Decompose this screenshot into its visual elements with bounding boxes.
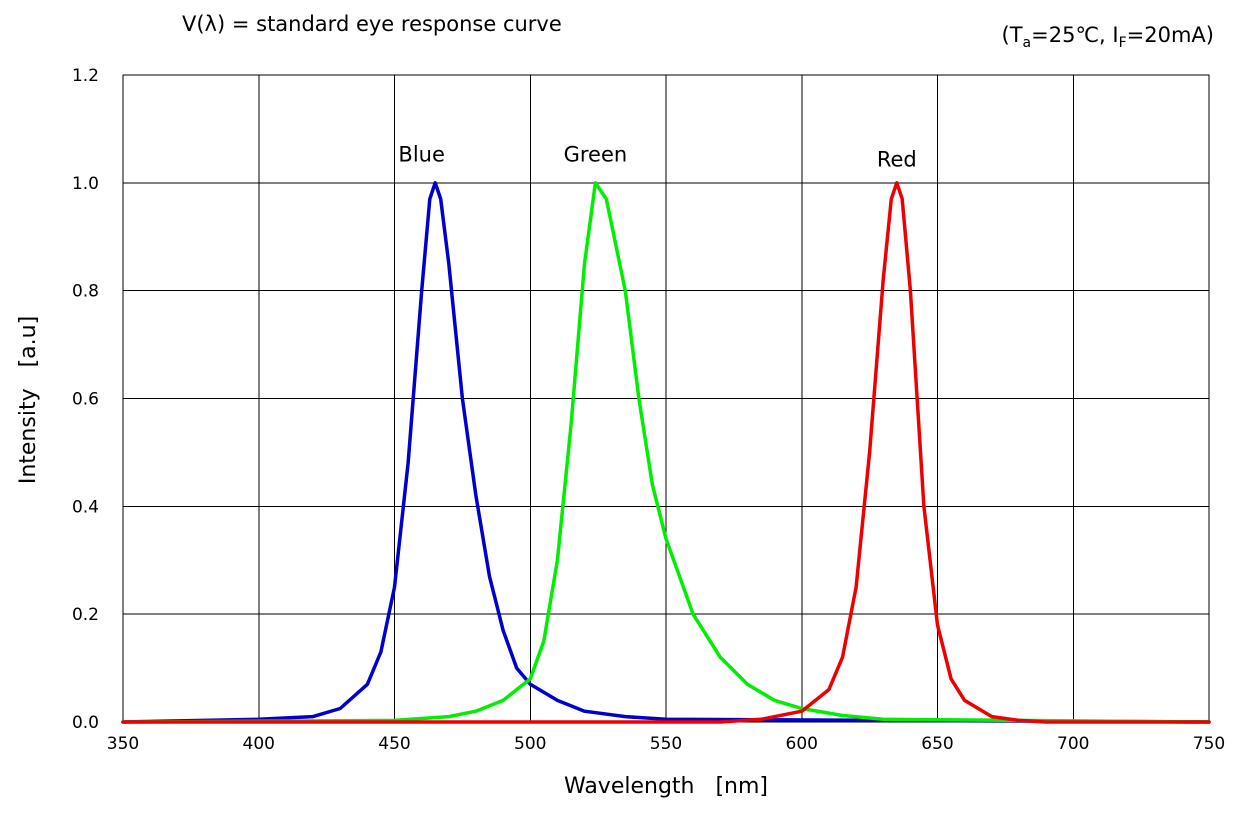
series-group (121, 181, 1211, 724)
x-tick-label-650: 650 (921, 734, 953, 754)
series-line-green (121, 181, 1211, 724)
x-tick-label-400: 400 (243, 734, 275, 754)
x-axis-label: Wavelength [nm] (564, 774, 768, 799)
x-tick-label-500: 500 (514, 734, 546, 754)
x-tick-label-600: 600 (786, 734, 818, 754)
test-conditions: (Ta=25℃, IF=20mA) (1002, 23, 1214, 51)
x-tick-label-450: 450 (378, 734, 410, 754)
y-tick-label-0.4: 0.4 (72, 497, 99, 517)
y-tick-label-0.6: 0.6 (72, 390, 99, 410)
x-tick-label-350: 350 (107, 734, 139, 754)
y-tick-label-0.2: 0.2 (72, 605, 99, 625)
series-line-red (121, 181, 1211, 724)
y-tick-label-1.0: 1.0 (72, 174, 99, 194)
y-tick-label-0.8: 0.8 (72, 282, 99, 302)
x-tick-label-550: 550 (650, 734, 682, 754)
series-label-blue: Blue (398, 142, 444, 166)
series-label-red: Red (877, 148, 917, 172)
x-axis-ticks: 350 400 450 500 550 600 650 700 750 (107, 734, 1225, 754)
x-tick-label-700: 700 (1057, 734, 1089, 754)
conditions-current: =20mA) (1127, 23, 1214, 47)
eye-response-note: V(λ) = standard eye response curve (182, 12, 562, 36)
y-tick-label-1.2: 1.2 (72, 66, 99, 86)
series-label-green: Green (564, 142, 628, 166)
series-line-blue (121, 181, 1211, 724)
conditions-temperature: =25℃, I (1031, 23, 1118, 47)
conditions-open: (T (1002, 23, 1023, 47)
y-axis-ticks: 0.0 0.2 0.4 0.6 0.8 1.0 1.2 (72, 66, 99, 733)
y-tick-label-0.0: 0.0 (72, 713, 99, 733)
x-tick-label-750: 750 (1193, 734, 1225, 754)
y-axis-label: Intensity [a.u] (16, 316, 41, 484)
conditions-i-subscript: F (1119, 35, 1127, 51)
series-labels: Blue Green Red (398, 142, 916, 171)
grid (122, 74, 1210, 723)
conditions-t-subscript: a (1023, 35, 1032, 51)
